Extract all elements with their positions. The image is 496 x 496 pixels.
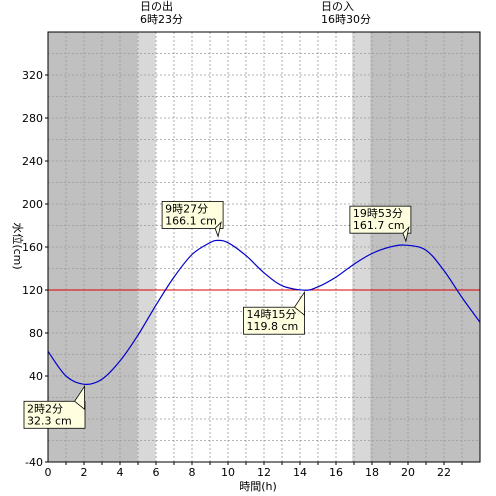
x-axis-ticks: 0 2 4 6 8 10 12 14 16 18 20 22: [45, 462, 463, 479]
grid-lines: [48, 32, 480, 462]
callout-pointer: [74, 384, 85, 411]
y-axis-ticks: -4004080120160200240280320: [22, 69, 48, 469]
sunset-time: 16時30分: [321, 13, 371, 26]
y-tick-label: 80: [29, 327, 43, 340]
tide-level-line: [47, 239, 481, 385]
x-axis-label: 時間(h): [239, 480, 277, 493]
y-tick-label: 320: [22, 69, 43, 82]
x-tick-label: 6: [153, 466, 160, 479]
y-tick-label: 240: [22, 155, 43, 168]
x-tick-label: 10: [221, 466, 235, 479]
callout-value: 161.7 cm: [353, 219, 405, 232]
callout-box: [161, 201, 224, 229]
y-axis-label: 水位(cm): [11, 222, 25, 269]
callout-value: 119.8 cm: [247, 320, 299, 333]
y-tick-label: 200: [22, 198, 43, 211]
twilight-band-morning: [137, 32, 156, 462]
callout-value: 166.1 cm: [165, 214, 217, 227]
callout-pointer: [293, 290, 305, 317]
x-tick-label: 20: [401, 466, 415, 479]
callout-box: [243, 306, 305, 335]
x-tick-label: 2: [81, 466, 88, 479]
callout-pointer: [214, 221, 222, 238]
callout-pointer: [402, 225, 410, 243]
x-tick-label: 16: [329, 466, 343, 479]
y-tick-label: 160: [22, 241, 43, 254]
sunrise-label: 日の出: [140, 0, 173, 13]
x-tick-label: 4: [117, 466, 124, 479]
y-tick-label: -40: [25, 456, 43, 469]
sunrise-time: 6時23分: [140, 13, 183, 26]
callout-box: [349, 205, 412, 234]
y-tick-label: 40: [29, 370, 43, 383]
callout-time: 9時27分: [165, 202, 208, 215]
sunset-label: 日の入: [321, 0, 354, 13]
x-tick-label: 14: [293, 466, 307, 479]
callout-box: [23, 400, 86, 429]
x-tick-label: 0: [45, 466, 52, 479]
callout-time: 14時15分: [247, 308, 297, 321]
x-tick-label: 12: [257, 466, 271, 479]
callout-time: 19時53分: [353, 207, 403, 220]
y-tick-label: 120: [22, 284, 43, 297]
y-tick-label: 280: [22, 112, 43, 125]
x-tick-label: 22: [437, 466, 451, 479]
x-tick-label: 18: [365, 466, 379, 479]
callout-value: 32.3 cm: [27, 414, 72, 427]
x-tick-label: 8: [189, 466, 196, 479]
callout-time: 2時2分: [27, 402, 63, 415]
